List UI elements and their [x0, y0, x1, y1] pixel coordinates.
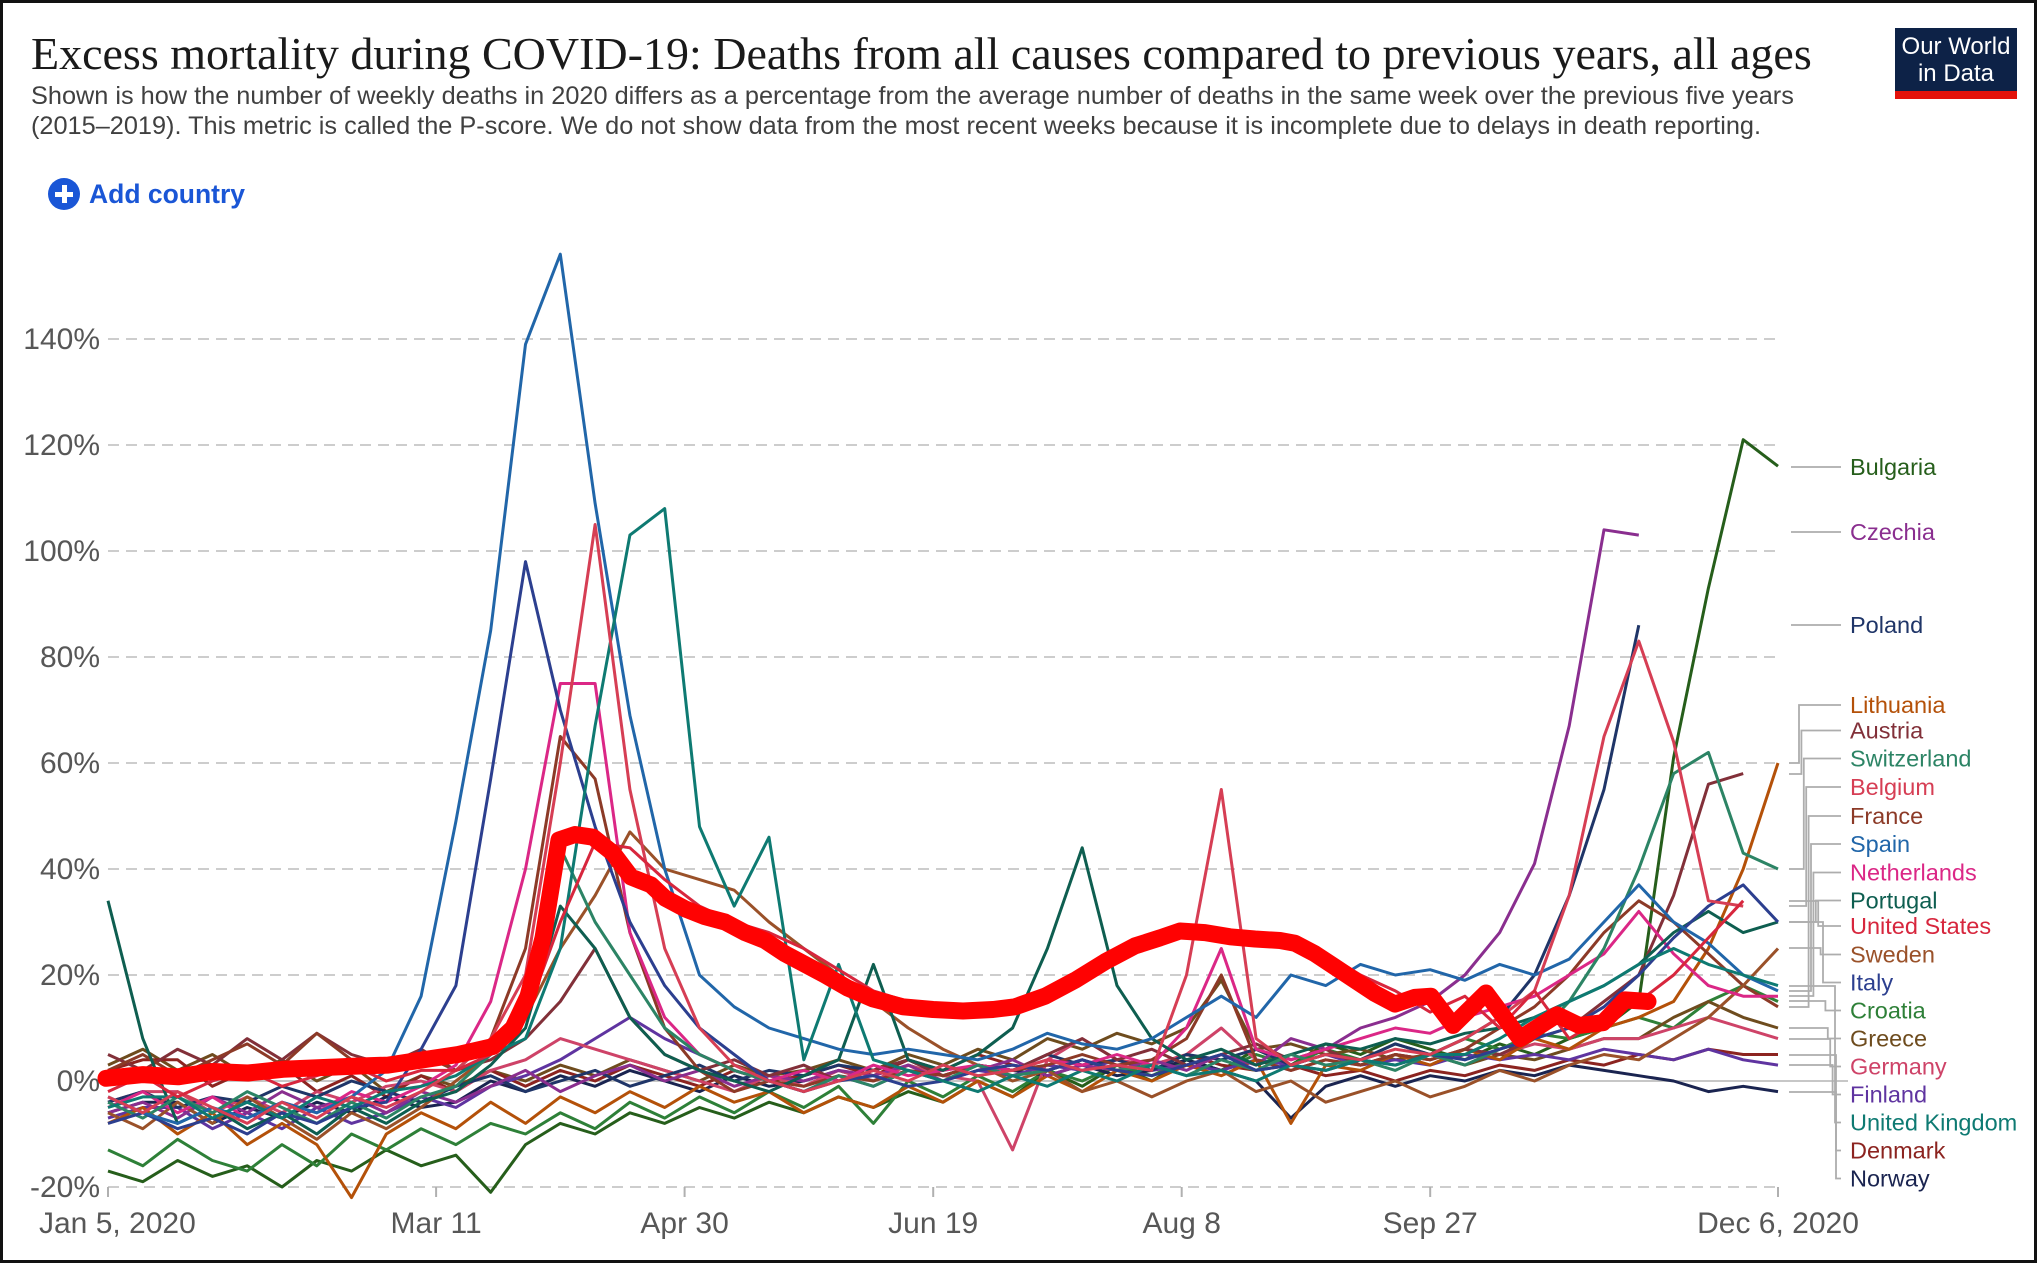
svg-text:Jun 19: Jun 19 — [888, 1207, 978, 1240]
svg-text:Portugal: Portugal — [1850, 888, 1938, 914]
svg-text:40%: 40% — [40, 853, 100, 886]
svg-text:Croatia: Croatia — [1850, 998, 1927, 1024]
svg-text:Czechia: Czechia — [1850, 519, 1936, 545]
svg-text:Sep 27: Sep 27 — [1383, 1207, 1478, 1240]
svg-text:80%: 80% — [40, 641, 100, 674]
svg-text:Germany: Germany — [1850, 1054, 1947, 1080]
svg-text:Netherlands: Netherlands — [1850, 860, 1977, 886]
svg-text:60%: 60% — [40, 747, 100, 780]
svg-text:Norway: Norway — [1850, 1166, 1930, 1192]
svg-text:Apr 30: Apr 30 — [640, 1207, 728, 1240]
svg-text:Spain: Spain — [1850, 831, 1910, 857]
svg-text:France: France — [1850, 803, 1923, 829]
svg-text:Bulgaria: Bulgaria — [1850, 454, 1937, 480]
svg-text:Aug 8: Aug 8 — [1142, 1207, 1220, 1240]
svg-text:Sweden: Sweden — [1850, 942, 1935, 968]
svg-text:Poland: Poland — [1850, 612, 1923, 638]
svg-text:-20%: -20% — [30, 1171, 100, 1204]
svg-text:120%: 120% — [23, 429, 100, 462]
svg-text:Belgium: Belgium — [1850, 774, 1935, 800]
svg-text:United Kingdom: United Kingdom — [1850, 1110, 2017, 1136]
svg-text:Jan 5, 2020: Jan 5, 2020 — [39, 1207, 196, 1240]
svg-text:Finland: Finland — [1850, 1082, 1927, 1108]
svg-text:20%: 20% — [40, 959, 100, 992]
svg-text:Greece: Greece — [1850, 1026, 1927, 1052]
svg-text:United States: United States — [1850, 913, 1991, 939]
svg-text:Mar 11: Mar 11 — [391, 1207, 482, 1240]
svg-text:Dec 6, 2020: Dec 6, 2020 — [1697, 1207, 1859, 1240]
svg-text:Switzerland: Switzerland — [1850, 746, 1971, 772]
svg-text:140%: 140% — [23, 323, 100, 356]
svg-text:100%: 100% — [23, 535, 100, 568]
svg-text:Italy: Italy — [1850, 970, 1893, 996]
svg-text:Austria: Austria — [1850, 718, 1924, 744]
svg-text:0%: 0% — [57, 1065, 100, 1098]
svg-text:Denmark: Denmark — [1850, 1138, 1946, 1164]
svg-text:Lithuania: Lithuania — [1850, 692, 1946, 718]
